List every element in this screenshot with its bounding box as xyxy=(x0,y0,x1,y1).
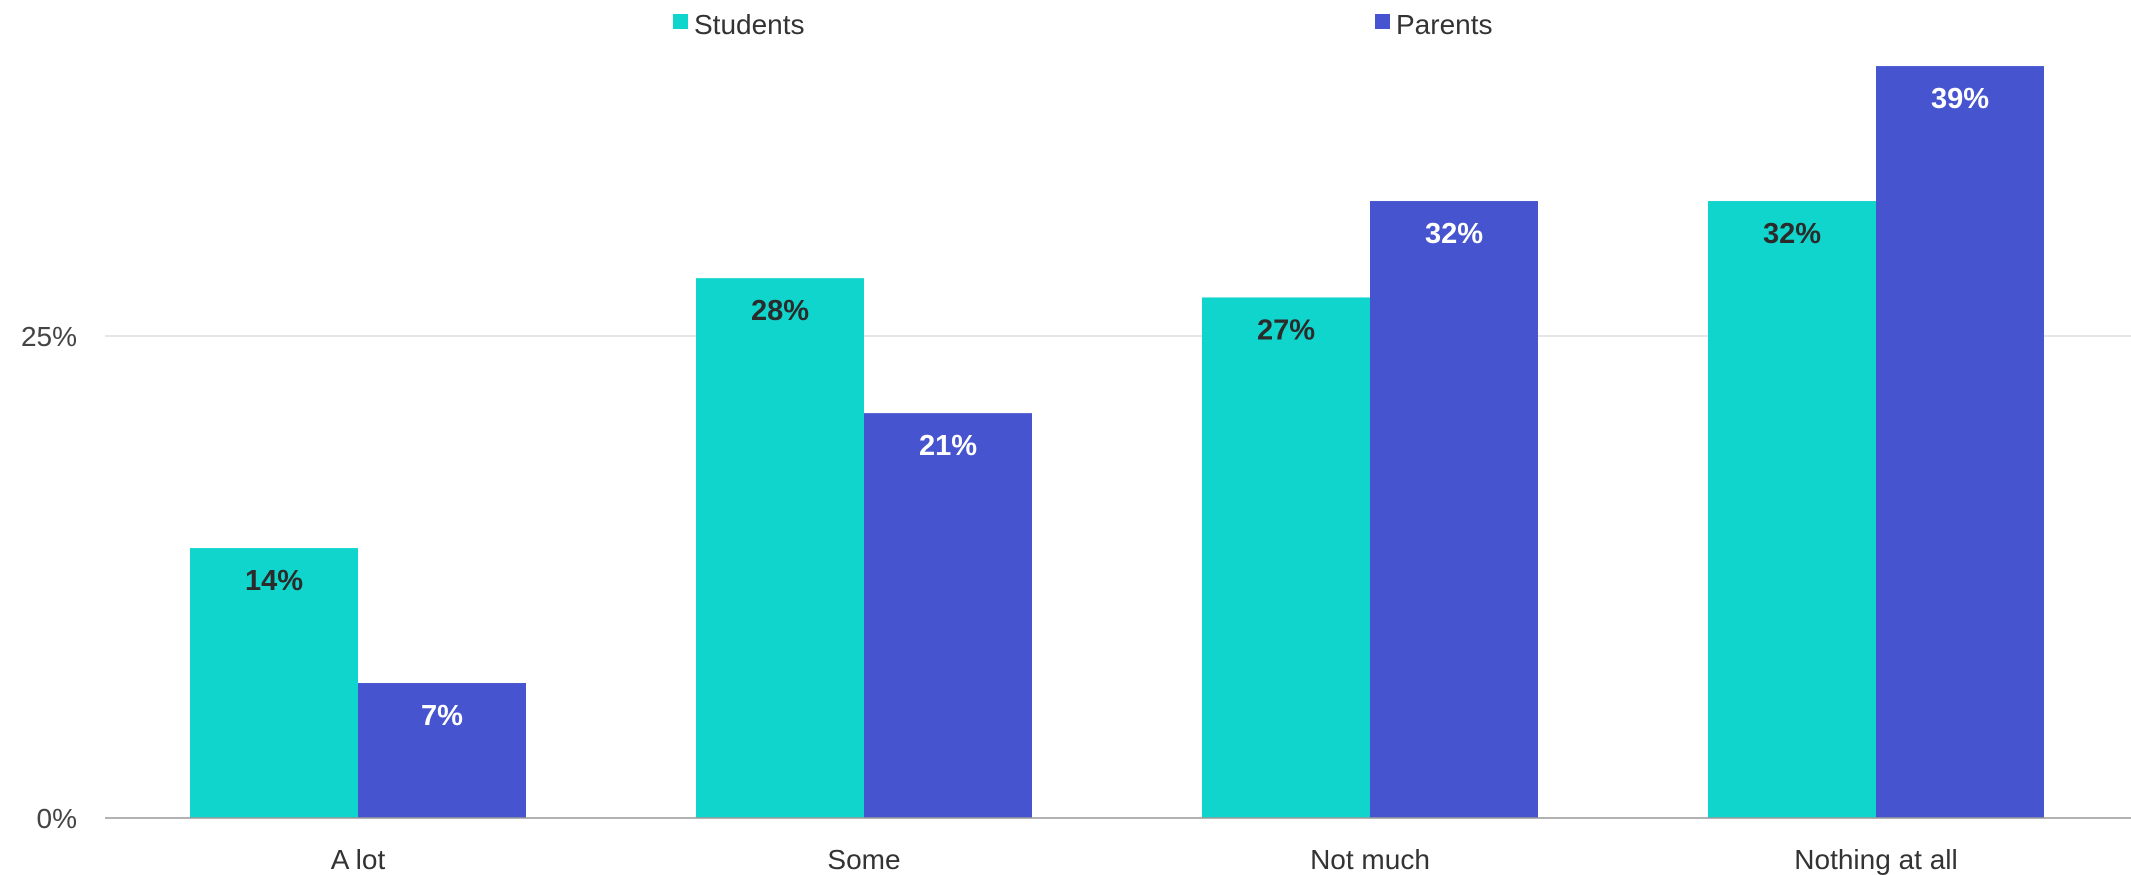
data-label: 7% xyxy=(421,700,463,732)
bar-parents xyxy=(1876,66,2044,818)
x-axis-categories: A lot Some Not much Nothing at all xyxy=(331,844,1958,875)
y-tick-label: 25% xyxy=(21,321,77,352)
legend-swatch-students xyxy=(673,14,688,29)
x-category-label: Some xyxy=(827,844,900,875)
data-label: 14% xyxy=(245,565,303,597)
y-axis-ticks: 0% 25% xyxy=(21,321,77,834)
bars xyxy=(190,66,2044,819)
bar-parents xyxy=(358,683,526,818)
data-label: 32% xyxy=(1763,218,1821,250)
bar-parents xyxy=(864,413,1032,818)
bar-students xyxy=(1708,201,1876,819)
x-category-label: Not much xyxy=(1310,844,1430,875)
y-tick-label: 0% xyxy=(37,803,77,834)
data-labels: 14% 7% 28% 21% 27% 32% 32% 39% xyxy=(245,83,1989,732)
data-label: 32% xyxy=(1425,218,1483,250)
data-label: 27% xyxy=(1257,314,1315,346)
legend-label-parents: Parents xyxy=(1396,9,1493,40)
x-category-label: A lot xyxy=(331,844,386,875)
data-label: 28% xyxy=(751,295,809,327)
legend-label-students: Students xyxy=(694,9,805,40)
x-category-label: Nothing at all xyxy=(1794,844,1957,875)
legend-swatch-parents xyxy=(1375,14,1390,29)
bar-students xyxy=(190,548,358,818)
bar-students xyxy=(696,278,864,818)
bar-students xyxy=(1202,297,1370,818)
data-label: 21% xyxy=(919,430,977,462)
bar-parents xyxy=(1370,201,1538,819)
legend: Students Parents xyxy=(673,9,1493,40)
data-label: 39% xyxy=(1931,83,1989,115)
